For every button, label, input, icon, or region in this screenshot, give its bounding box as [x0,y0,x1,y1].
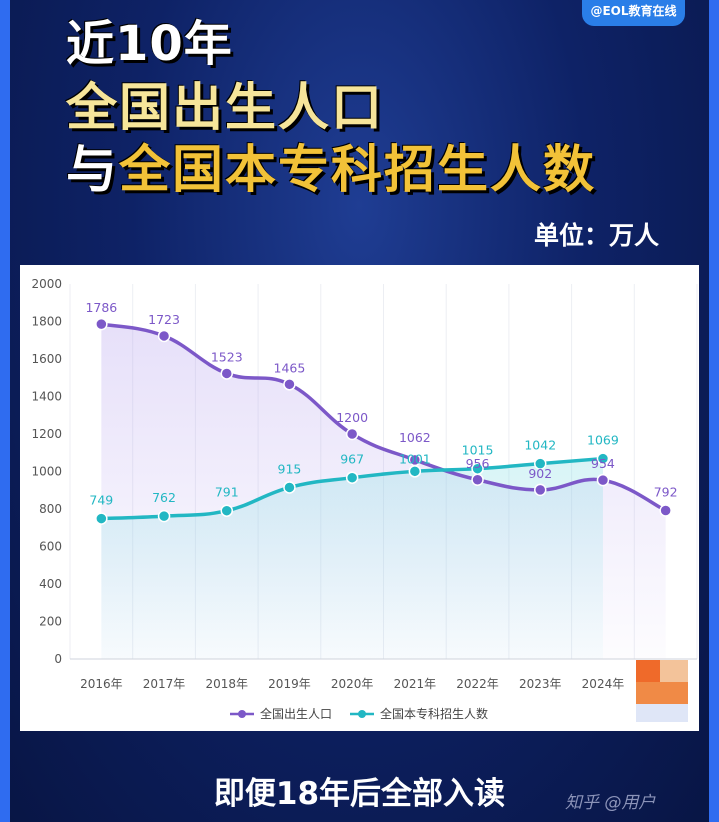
series-birth-point [534,483,547,497]
x-tick-label: 2021年 [394,677,437,691]
series-birth-data-label: 1523 [211,349,243,364]
series-enroll-point [596,452,610,465]
left-edge-bar [0,0,10,822]
watermark: 知乎 @用户 [565,793,656,813]
series-enroll-data-label: 1042 [524,438,556,453]
series-birth-data-label: 956 [466,456,490,471]
series-enroll-data-label: 749 [89,493,113,508]
source-badge: @EOL教育在线 [582,0,685,26]
series-enroll-point [534,457,547,470]
title-line-2: 全国出生人口 [66,79,385,138]
series-enroll-data-label: 791 [215,485,239,500]
series-birth-point [157,329,171,343]
series-birth-data-label: 954 [591,456,615,471]
series-birth-point [283,378,296,391]
series-birth-point [220,367,233,380]
series-enroll-point [345,471,359,484]
series-enroll-area [101,458,603,659]
series-birth-data-label: 1723 [148,312,180,327]
side-decoration [636,660,688,722]
series-enroll-point [283,481,296,494]
series-birth-data-label: 902 [528,466,552,481]
x-tick-label: 2022年 [456,677,499,691]
series-birth-data-label: 1200 [336,410,368,425]
series-enroll-point [220,504,233,517]
unit-label: 单位：万人 [534,221,660,250]
title-line-3-main: 全国本专科招生人数 [119,141,597,200]
legend-birth-label: 全国出生人口 [260,706,332,721]
x-tick-label: 2019年 [268,677,311,691]
y-tick-label: 800 [39,502,62,516]
series-birth-data-label: 792 [654,485,678,500]
x-tick-label: 2024年 [582,677,625,691]
series-birth-point [659,504,672,517]
y-tick-label: 1800 [31,315,62,329]
x-tick-label: 2023年 [519,677,562,691]
x-tick-label: 2016年 [80,677,123,691]
legend-birth-swatch-dot [238,710,246,718]
y-tick-label: 400 [39,577,62,591]
x-tick-label: 2018年 [205,677,248,691]
series-birth-point [471,473,484,486]
title-line-1: 近10年 [66,16,233,72]
series-enroll-point [471,462,484,475]
caption-text: 即便18年后全部入读 [213,776,506,812]
y-tick-label: 0 [54,652,62,666]
title-line-3: 与全国本专科招生人数 [66,128,596,202]
right-edge-bar [709,0,719,822]
series-birth-line [99,322,668,513]
x-tick-label: 2017年 [143,677,186,691]
series-enroll-data-label: 967 [340,452,364,467]
legend-enroll-label: 全国本专科招生人数 [380,706,488,721]
y-tick-label: 2000 [31,277,62,291]
series-birth-data-label: 1465 [274,360,306,375]
legend-enroll-swatch-dot [358,710,366,718]
title-line-3-prefix: 与 [66,141,120,200]
x-tick-label: 2020年 [331,677,374,691]
series-enroll-point [408,465,422,478]
y-tick-label: 200 [39,615,62,629]
series-enroll-data-label: 915 [278,461,302,476]
chart-panel: 1786 1723 1523 1465 1200 1062 956 902 954 792 749 7… [20,265,699,731]
y-tick-label: 1400 [31,390,62,404]
y-tick-label: 1200 [31,427,62,441]
series-enroll-data-label: 762 [152,490,176,505]
series-enroll-point [95,512,108,525]
series-birth-data-label: 1786 [85,300,117,315]
series-birth-point [596,473,610,487]
y-tick-label: 1000 [31,465,62,479]
series-enroll-point [157,509,171,523]
y-tick-label: 1600 [31,352,62,366]
series-enroll-data-label: 1069 [587,433,619,448]
series-birth-data-label: 1062 [399,430,431,445]
series-birth-point [345,427,359,441]
line-chart: 1786 1723 1523 1465 1200 1062 956 902 954 792 749 7… [31,277,698,721]
y-tick-label: 600 [39,540,62,554]
series-enroll-data-label: 1015 [462,443,494,458]
series-enroll-data-label: 1001 [399,451,431,466]
series-birth-point [95,317,108,331]
